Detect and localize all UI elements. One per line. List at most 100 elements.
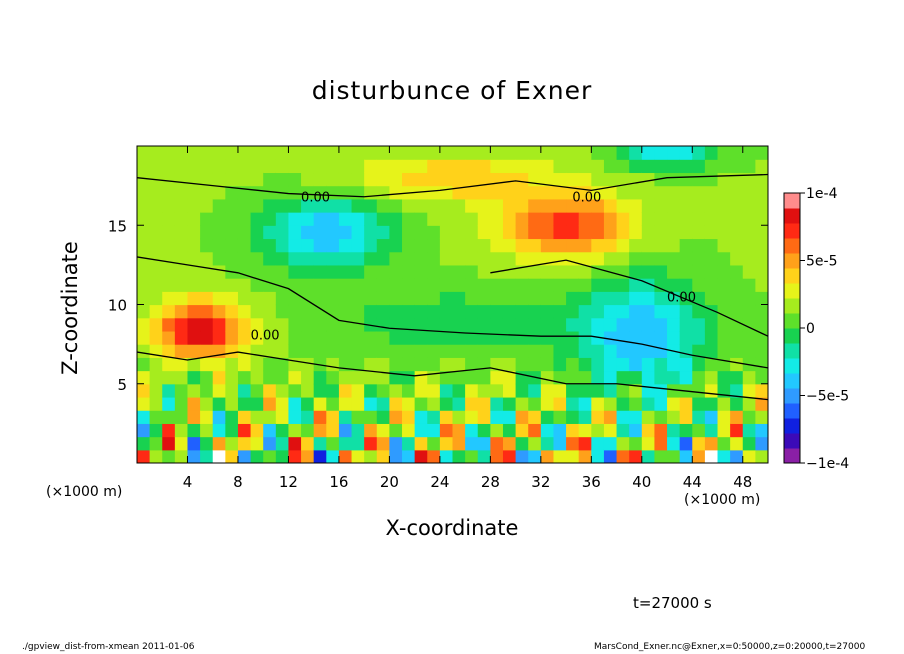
heatmap-cell [566,198,580,213]
heatmap-cell [730,198,744,213]
heatmap-cell [730,159,744,174]
heatmap-cell [200,146,214,160]
heatmap-cell [654,357,668,372]
heatmap-cell [427,449,441,463]
heatmap-cell [603,238,618,253]
heatmap-cell [755,146,768,160]
heatmap-cell [490,423,504,438]
heatmap-cell [515,330,529,345]
heatmap-cell [730,291,744,306]
heatmap-cell [313,159,327,174]
heatmap-cell [553,264,567,279]
heatmap-cell [578,278,592,292]
heatmap-cell [237,159,252,174]
y-tick-label: 15 [108,217,127,235]
heatmap-cell [477,212,491,226]
x-tick-label: 44 [683,473,702,491]
heatmap-cell [465,357,479,372]
heatmap-cell [578,172,592,187]
heatmap-cell [540,291,555,306]
heatmap-cell [629,198,643,213]
heatmap-cell [174,344,189,358]
heatmap-cell [250,317,264,332]
contour-line [137,256,768,369]
heatmap-cell [629,264,643,279]
heatmap-cell [212,278,226,292]
heatmap-cell [641,357,656,372]
heatmap-cell [540,198,555,213]
heatmap-cell [414,278,428,292]
heatmap-cell [578,264,592,279]
heatmap-cell [477,344,491,358]
heatmap-cell [137,357,151,372]
heatmap-cell [528,410,542,424]
heatmap-cell [275,317,290,332]
heatmap-cell [704,436,719,451]
heatmap-cell [288,251,302,266]
heatmap-cell [376,449,390,463]
heatmap-cell [414,225,428,240]
heatmap-cell [679,172,693,187]
heatmap-cell [402,159,416,174]
heatmap-cell [578,238,592,253]
heatmap-cell [502,436,517,451]
heatmap-cell [502,344,517,358]
heatmap-cell [591,423,605,438]
heatmap-cell [578,159,592,174]
colorbar-segment [784,328,800,344]
heatmap-cell [301,304,315,319]
heatmap-cell [200,291,214,306]
heatmap-cell [452,370,466,385]
heatmap-cell [250,212,264,226]
heatmap-cell [679,436,693,451]
heatmap-cell [174,330,189,345]
heatmap-cell [212,264,226,279]
heatmap-cell [427,423,441,438]
heatmap-cell [477,264,491,279]
heatmap-cell [654,159,668,174]
heatmap-cell [200,344,214,358]
heatmap-cell [162,410,176,424]
heatmap-cell [250,238,264,253]
heatmap-cell [301,251,315,266]
heatmap-cell [654,304,668,319]
heatmap-cell [578,251,592,266]
heatmap-cell [301,172,315,187]
heatmap-cell [288,330,302,345]
heatmap-cell [755,357,768,372]
heatmap-cell [540,278,555,292]
heatmap-cell [540,344,555,358]
heatmap-cell [275,357,290,372]
heatmap-cell [465,212,479,226]
heatmap-cell [742,212,756,226]
heatmap-cell [578,436,592,451]
heatmap-cell [225,291,239,306]
x-tick-label: 24 [430,473,449,491]
heatmap-cell [692,212,706,226]
heatmap-cell [149,370,163,385]
heatmap-cell [414,357,428,372]
heatmap-cell [591,278,605,292]
heatmap-cell [237,172,252,187]
colorbar-segment [784,313,800,329]
heatmap-cell [704,383,719,398]
heatmap-cell [641,436,656,451]
heatmap-cell [692,172,706,187]
heatmap-cell [338,396,353,411]
heatmap-cell [174,410,189,424]
heatmap-cell [187,330,201,345]
heatmap-cell [540,185,555,200]
heatmap-cell [237,357,252,372]
heatmap-cell [237,212,252,226]
heatmap-cell [212,291,226,306]
heatmap-cell [263,225,277,240]
heatmap-cell [338,344,353,358]
heatmap-cell [174,396,189,411]
heatmap-cell [540,251,555,266]
heatmap-cell [402,278,416,292]
heatmap-cell [402,304,416,319]
heatmap-cell [427,330,441,345]
heatmap-cell [465,291,479,306]
heatmap-cell [629,146,643,160]
